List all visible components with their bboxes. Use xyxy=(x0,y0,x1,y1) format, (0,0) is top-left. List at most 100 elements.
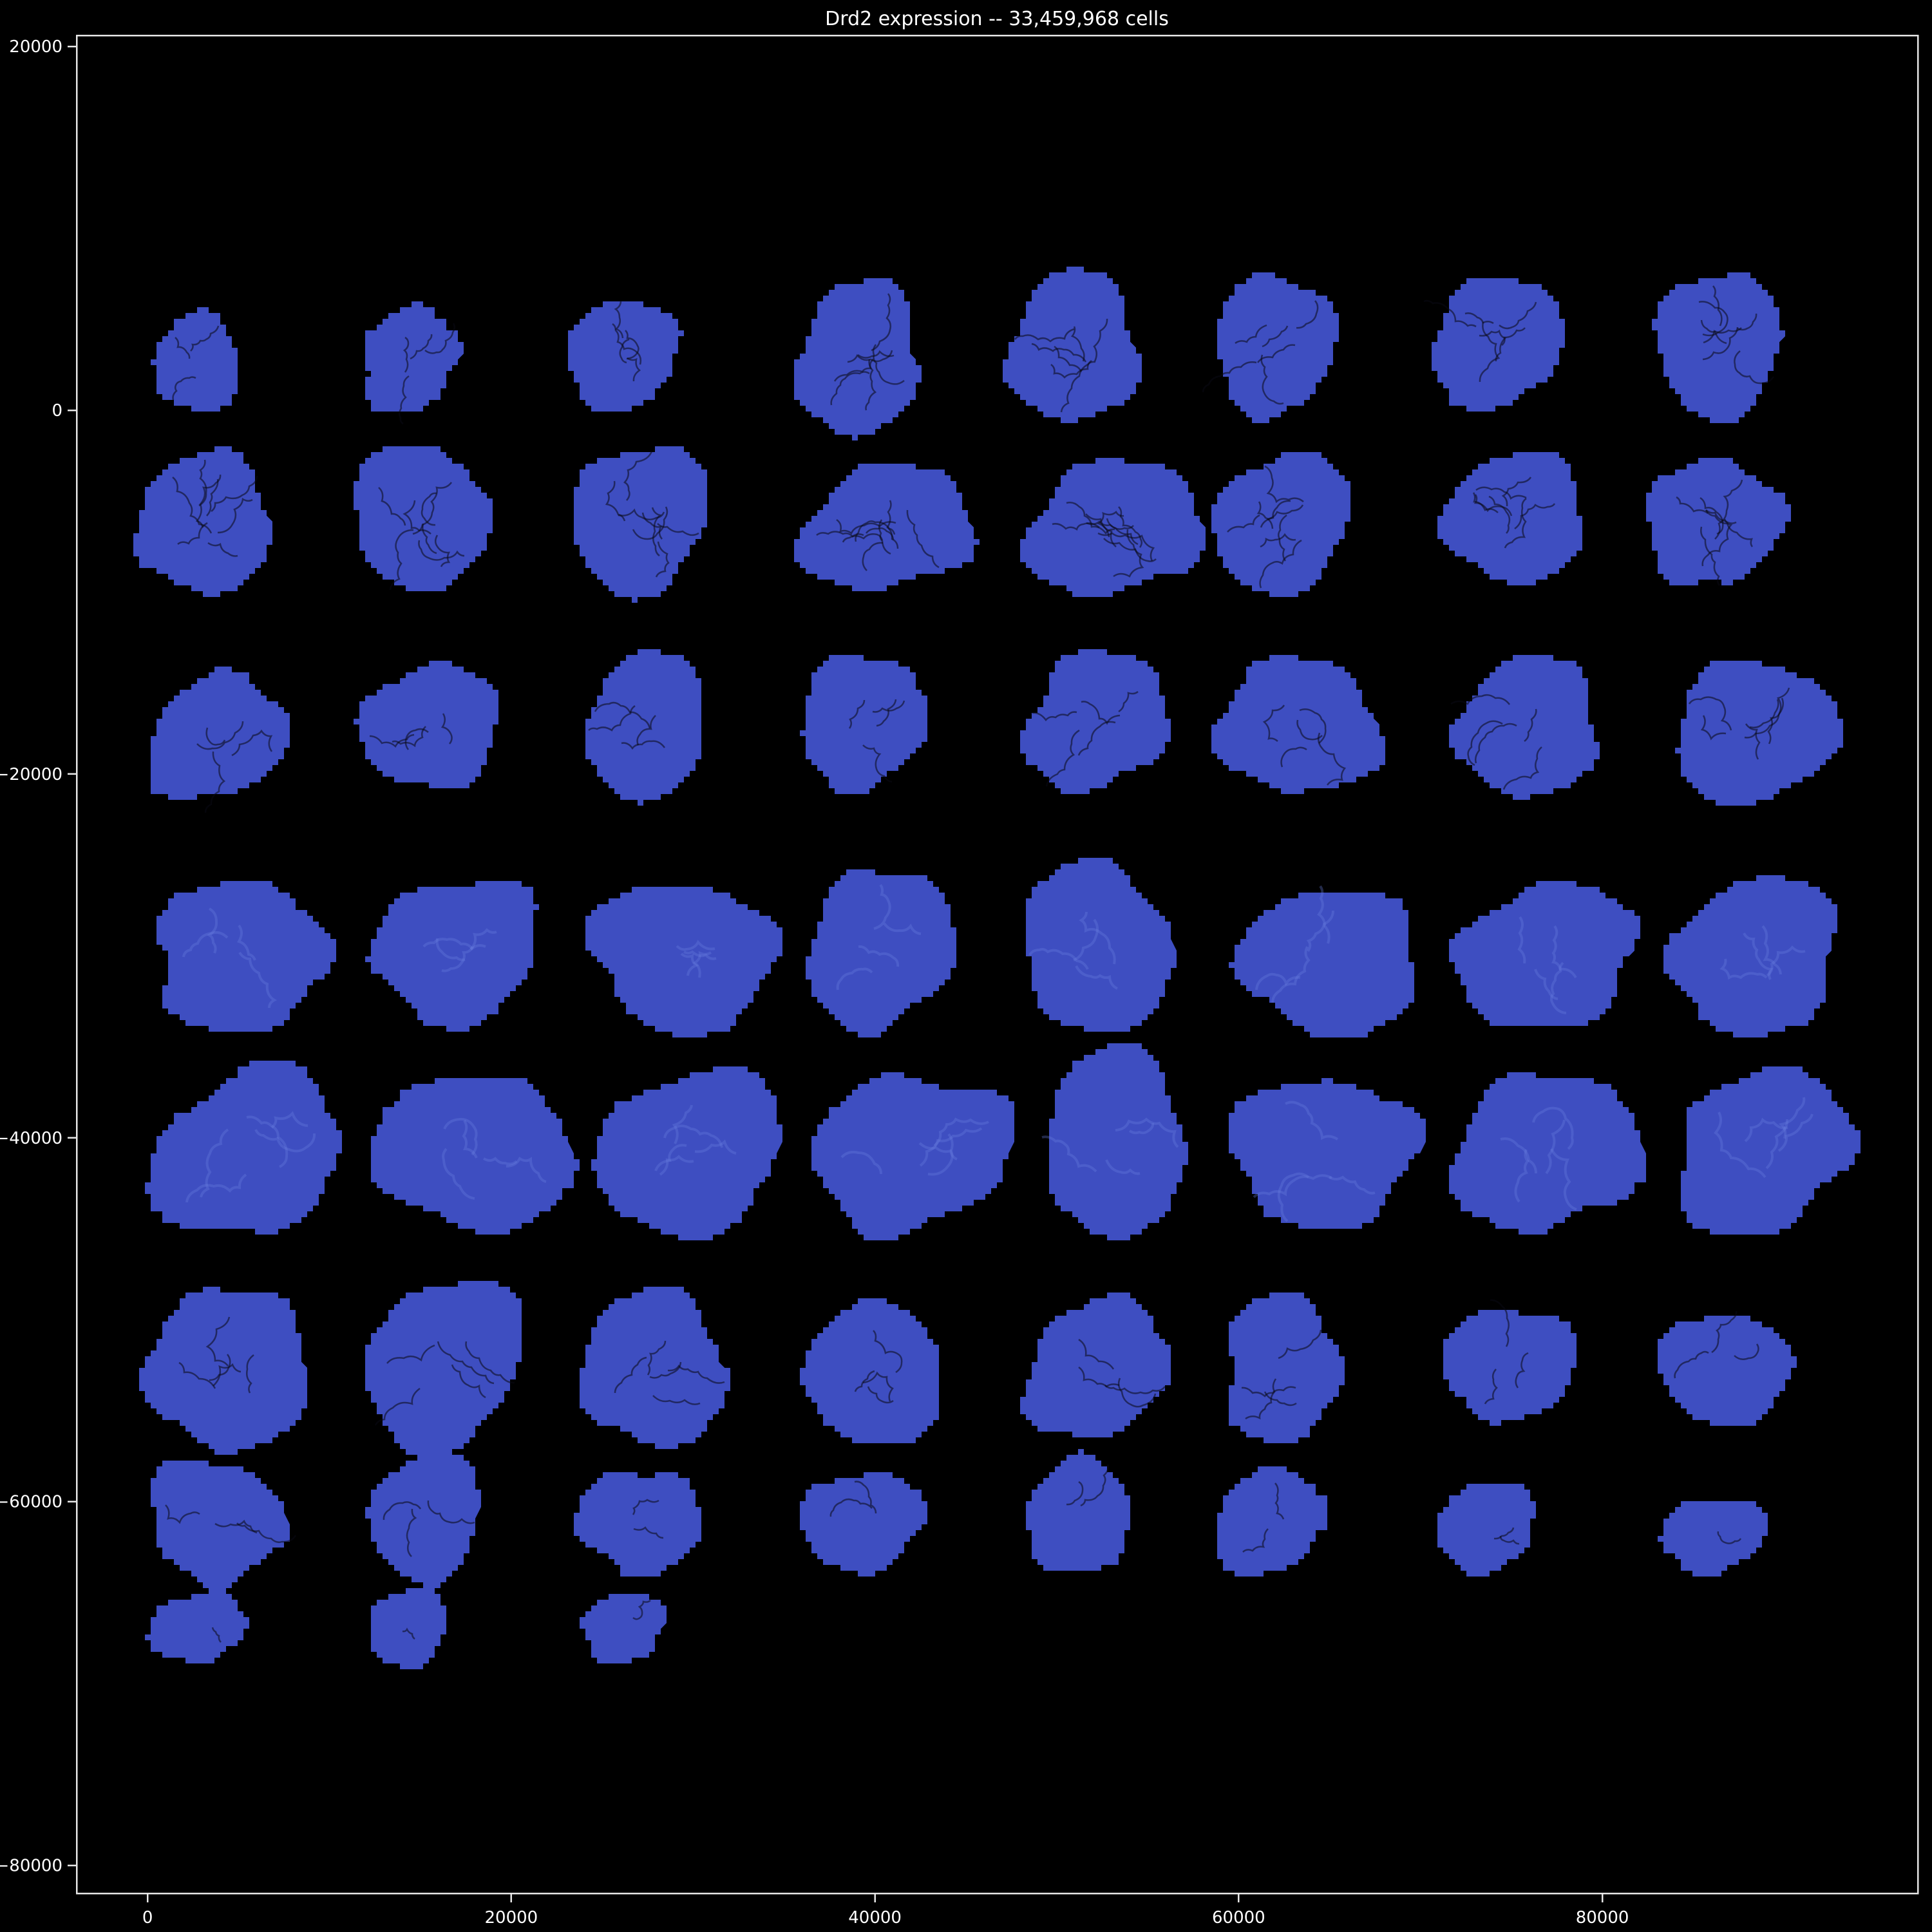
section-texture-streak xyxy=(1473,494,1513,516)
section-texture-streak xyxy=(1717,1531,1742,1544)
brain-section xyxy=(145,1588,249,1663)
section-texture-streak xyxy=(410,334,433,360)
section-texture-streak xyxy=(1765,1119,1789,1170)
brain-section xyxy=(1026,858,1177,1032)
section-texture-streak xyxy=(1700,497,1724,535)
section-texture-streak xyxy=(1041,1135,1097,1173)
section-texture-streak xyxy=(1550,1148,1577,1211)
brain-section xyxy=(145,1061,342,1235)
section-texture-streak xyxy=(172,376,196,401)
section-texture-streak xyxy=(389,529,414,591)
section-texture-streak xyxy=(1235,324,1267,345)
section-texture-streak xyxy=(816,531,864,538)
section-texture-streak xyxy=(442,1148,475,1200)
section-texture-streak xyxy=(862,744,893,783)
section-texture-streak xyxy=(1514,503,1556,530)
brain-section xyxy=(151,667,290,800)
section-texture-streak xyxy=(1700,319,1727,345)
section-texture-streak xyxy=(190,325,220,352)
section-texture-streak xyxy=(1701,518,1733,567)
section-texture-streak xyxy=(1524,708,1537,742)
section-texture-streak xyxy=(1256,344,1296,363)
section-texture-streak xyxy=(1073,918,1099,961)
brain-section xyxy=(1217,1466,1327,1577)
section-texture-streak xyxy=(927,1133,954,1176)
section-texture-streak xyxy=(1766,945,1806,977)
section-texture-streak xyxy=(237,924,256,961)
brain-section xyxy=(794,278,922,440)
section-texture-streak xyxy=(840,1150,882,1175)
brain-section xyxy=(151,307,238,412)
section-texture-streak xyxy=(1253,1174,1332,1198)
section-texture-streak xyxy=(1118,690,1139,713)
section-texture-streak xyxy=(625,330,639,360)
section-texture-streak xyxy=(1104,1385,1166,1394)
brain-section xyxy=(1229,1293,1345,1443)
section-texture-streak xyxy=(1260,533,1296,548)
section-texture-streak xyxy=(663,1124,723,1148)
section-texture-streak xyxy=(655,541,670,578)
section-texture-streak xyxy=(1306,910,1334,952)
section-texture-streak xyxy=(1118,506,1142,548)
section-texture-streak xyxy=(412,482,453,535)
section-texture-streak xyxy=(1128,1122,1155,1135)
section-texture-streak xyxy=(406,1508,417,1557)
section-texture-streak xyxy=(1698,301,1728,337)
section-texture-streak xyxy=(1711,1311,1738,1354)
section-texture-streak xyxy=(667,1364,725,1384)
section-texture-streak xyxy=(204,751,226,813)
section-texture-streak xyxy=(1551,925,1577,979)
section-texture-streak xyxy=(399,375,410,425)
section-texture-streak xyxy=(594,701,651,729)
section-texture-streak xyxy=(836,967,873,990)
y-tick-label: −60000 xyxy=(0,1493,62,1512)
section-texture-streak xyxy=(829,1498,873,1517)
section-texture-streak xyxy=(246,1354,254,1394)
section-texture-streak xyxy=(1317,732,1347,786)
section-texture-streak xyxy=(1317,885,1331,944)
section-texture-streak xyxy=(1778,1097,1806,1139)
section-texture-streak xyxy=(1737,313,1757,331)
section-texture-streak xyxy=(1767,697,1785,744)
section-texture-streak xyxy=(1705,509,1754,547)
section-texture-streak xyxy=(182,931,229,958)
section-texture-streak xyxy=(614,1356,647,1394)
brain-section xyxy=(568,301,684,412)
section-texture-streak xyxy=(211,475,258,513)
section-texture-streak xyxy=(437,1341,495,1385)
section-texture-streak xyxy=(1285,1101,1339,1141)
section-texture-streak xyxy=(1081,701,1121,725)
section-texture-streak xyxy=(649,1361,682,1379)
section-texture-streak xyxy=(1493,1527,1515,1540)
section-texture-streak xyxy=(633,1526,664,1539)
section-texture-streak xyxy=(1028,948,1089,970)
y-tick-label: 0 xyxy=(52,401,62,421)
section-texture-streak xyxy=(683,950,717,960)
section-texture-streak xyxy=(871,293,892,352)
brain-section xyxy=(585,887,782,1037)
section-texture-streak xyxy=(680,952,699,976)
section-texture-streak xyxy=(1299,708,1327,744)
section-texture-streak xyxy=(1712,285,1723,327)
brain-section xyxy=(354,661,498,788)
section-texture-streak xyxy=(1075,965,1118,990)
section-texture-streak xyxy=(1262,705,1285,742)
section-texture-streak xyxy=(1719,958,1768,980)
section-texture-streak xyxy=(207,542,238,557)
section-texture-streak xyxy=(862,1371,894,1402)
section-texture-streak xyxy=(848,699,866,729)
section-texture-streak xyxy=(1744,687,1790,739)
brain-section xyxy=(811,1072,1014,1240)
section-texture-streak xyxy=(374,1387,421,1426)
section-texture-streak xyxy=(1245,1378,1277,1420)
section-texture-streak xyxy=(402,336,410,373)
y-tick-label: −20000 xyxy=(0,765,62,784)
section-texture-streak xyxy=(654,1144,687,1171)
section-texture-streak xyxy=(1260,354,1284,405)
section-texture-streak xyxy=(857,350,895,359)
section-texture-streak xyxy=(636,715,656,746)
brain-section xyxy=(574,1472,701,1577)
section-texture-streak xyxy=(858,945,900,967)
section-texture-streak xyxy=(1534,969,1558,1000)
